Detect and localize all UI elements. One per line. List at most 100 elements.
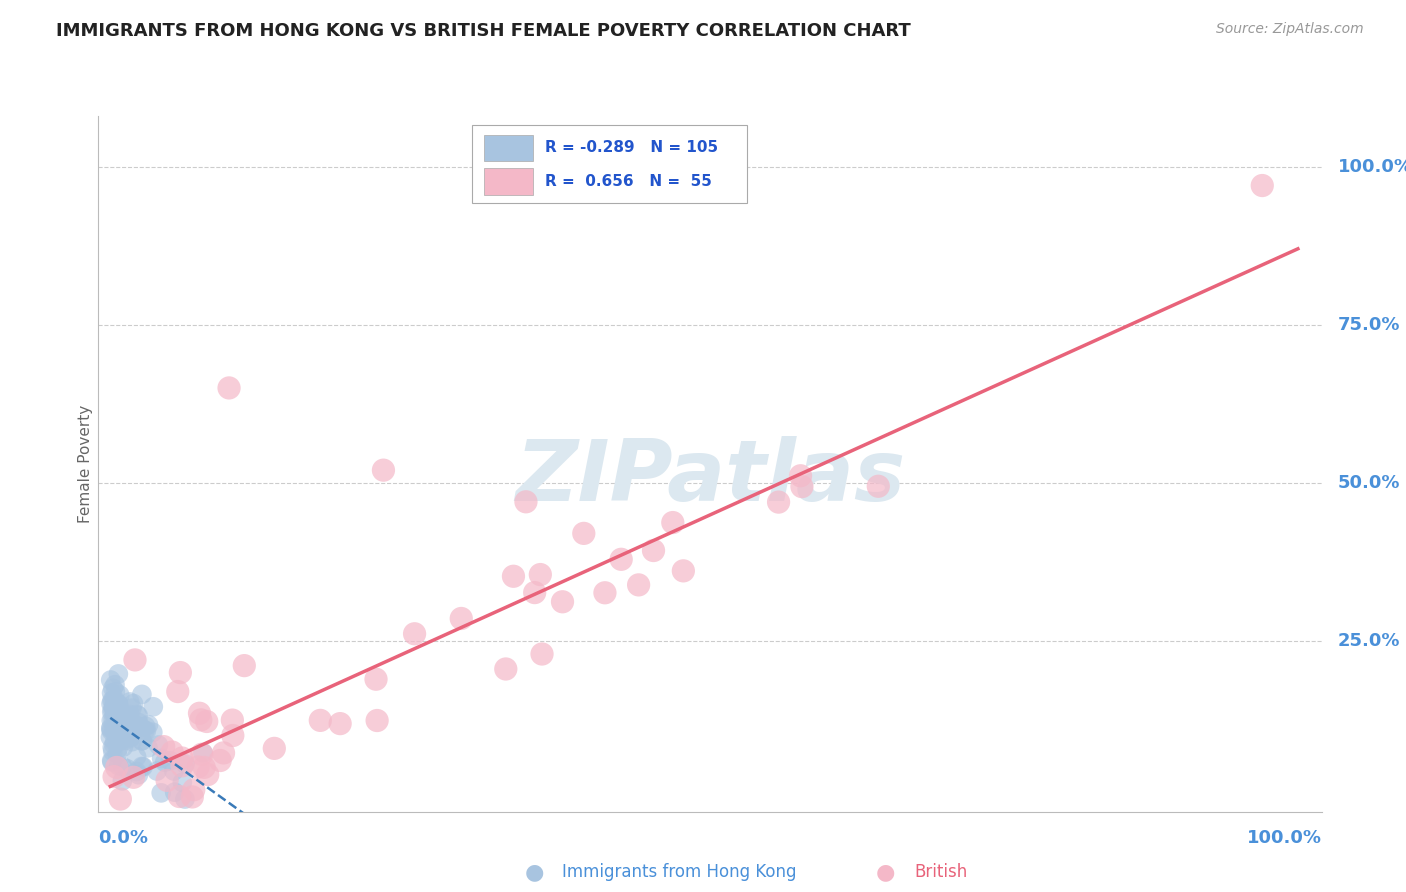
Point [172, 751, 194, 765]
Point [101, 740, 124, 755]
Point [136, 740, 159, 755]
Point [122, 697, 145, 711]
Text: 75.0%: 75.0% [1337, 316, 1400, 334]
Point [222, 729, 245, 743]
Point [110, 719, 132, 733]
Point [183, 782, 205, 797]
Point [197, 767, 219, 781]
Text: 100.0%: 100.0% [1337, 158, 1406, 176]
Point [163, 764, 186, 778]
Text: R =  0.656   N =  55: R = 0.656 N = 55 [546, 174, 711, 189]
Point [593, 586, 616, 600]
Point [108, 721, 131, 735]
Point [364, 672, 387, 686]
Point [105, 760, 128, 774]
Point [107, 667, 129, 681]
Point [103, 722, 125, 736]
Point [100, 722, 122, 736]
Point [156, 773, 179, 788]
Point [529, 567, 551, 582]
Point [120, 731, 142, 745]
Bar [484, 135, 533, 161]
Point [502, 569, 524, 583]
Point [218, 381, 240, 395]
Point [100, 697, 122, 711]
Point [768, 495, 790, 509]
Point [160, 745, 183, 759]
Point [100, 705, 122, 719]
Point [163, 785, 186, 799]
Point [107, 706, 129, 720]
Point [572, 526, 595, 541]
Point [107, 759, 129, 773]
Point [131, 687, 153, 701]
Point [187, 760, 209, 774]
Point [104, 734, 127, 748]
Point [263, 741, 285, 756]
Point [103, 738, 125, 752]
Point [868, 479, 890, 493]
Point [125, 749, 148, 764]
Point [100, 673, 122, 687]
Point [100, 686, 122, 700]
Point [100, 724, 122, 739]
Point [104, 678, 127, 692]
Point [152, 739, 174, 754]
Point [124, 653, 146, 667]
Point [142, 699, 165, 714]
Text: ●: ● [524, 863, 544, 882]
Bar [484, 168, 533, 194]
Point [118, 707, 141, 722]
Point [101, 712, 124, 726]
Point [662, 516, 685, 530]
Point [107, 703, 129, 717]
Point [112, 718, 135, 732]
Point [118, 695, 141, 709]
Point [551, 595, 574, 609]
Point [170, 759, 193, 773]
Point [129, 720, 152, 734]
Point [103, 770, 125, 784]
Point [114, 720, 136, 734]
Point [101, 693, 124, 707]
Point [120, 718, 142, 732]
Point [122, 770, 145, 784]
Point [105, 747, 128, 761]
Point [118, 725, 141, 739]
Text: 0.0%: 0.0% [98, 830, 149, 847]
Point [135, 723, 157, 738]
Point [125, 707, 148, 722]
Point [111, 773, 134, 788]
Point [643, 543, 665, 558]
Point [132, 760, 155, 774]
Point [209, 754, 232, 768]
Point [115, 733, 138, 747]
Point [169, 665, 191, 680]
Point [135, 719, 157, 733]
Point [166, 684, 188, 698]
Point [221, 713, 243, 727]
Point [107, 731, 129, 746]
Point [120, 731, 142, 746]
Point [523, 585, 546, 599]
Point [195, 714, 218, 729]
Point [190, 713, 212, 727]
Point [191, 747, 214, 762]
Text: ●: ● [876, 863, 896, 882]
Point [104, 685, 127, 699]
Point [100, 754, 122, 768]
Point [146, 764, 169, 778]
Point [159, 754, 181, 768]
Point [104, 708, 127, 723]
Point [101, 755, 124, 769]
Point [108, 734, 131, 748]
Point [104, 692, 127, 706]
Point [127, 708, 149, 723]
Point [115, 711, 138, 725]
Point [105, 717, 128, 731]
Point [114, 724, 136, 739]
Point [103, 700, 125, 714]
Point [101, 703, 124, 717]
Point [107, 716, 129, 731]
Point [515, 495, 537, 509]
